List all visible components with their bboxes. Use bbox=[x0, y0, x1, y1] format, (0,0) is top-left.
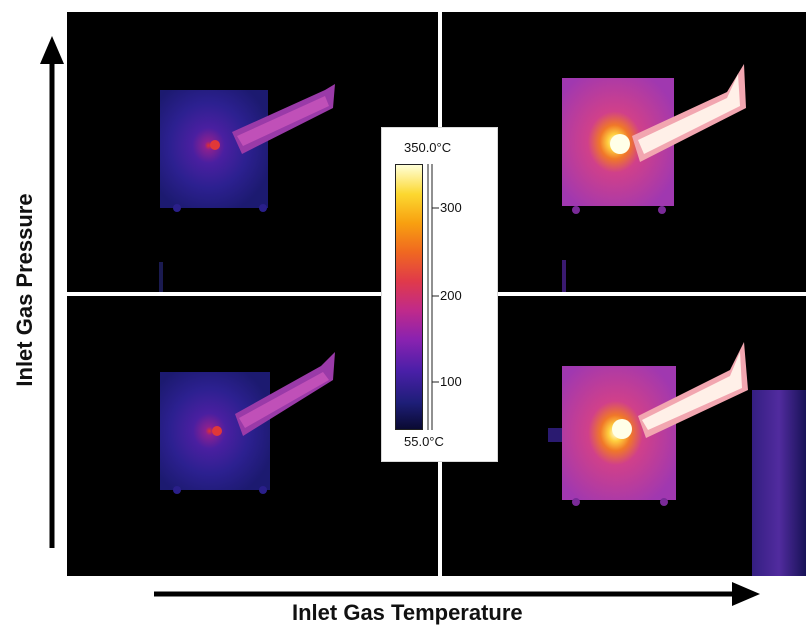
gas-plume bbox=[752, 390, 806, 576]
hotspot bbox=[612, 419, 632, 439]
temperature-colorbar: 350.0°C 300 200 100 55.0°C bbox=[381, 127, 498, 462]
colorbar-tick-100: 100 bbox=[440, 374, 462, 389]
x-arrowhead-icon bbox=[732, 582, 760, 606]
hotspot bbox=[610, 134, 630, 154]
colorbar-max-label: 350.0°C bbox=[404, 140, 452, 155]
colorbar-gradient bbox=[395, 164, 423, 430]
thermal-panel-high-temp-high-pressure bbox=[442, 12, 806, 292]
y-arrowhead-icon bbox=[40, 36, 64, 64]
thermal-image-tr bbox=[562, 64, 746, 292]
thermal-image-bl bbox=[160, 352, 335, 494]
hotspot bbox=[212, 426, 222, 436]
colorbar-min-label: 55.0°C bbox=[404, 434, 444, 449]
thermal-image-br bbox=[548, 342, 806, 576]
thermal-image-tl bbox=[159, 84, 335, 292]
y-axis-label: Inlet Gas Pressure bbox=[12, 193, 37, 387]
hotspot bbox=[210, 140, 220, 150]
thermal-panel-low-temp-low-pressure bbox=[67, 296, 438, 576]
colorbar-scale bbox=[427, 164, 439, 430]
thermal-panel-high-temp-low-pressure bbox=[442, 296, 806, 576]
x-axis-label: Inlet Gas Temperature bbox=[292, 600, 523, 625]
thermal-panel-low-temp-high-pressure bbox=[67, 12, 438, 292]
colorbar-tick-200: 200 bbox=[440, 288, 462, 303]
colorbar-tick-300: 300 bbox=[440, 200, 462, 215]
